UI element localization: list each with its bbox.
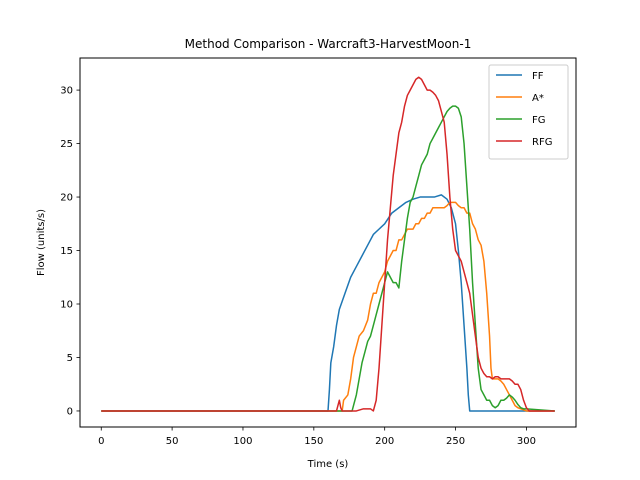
legend-frame bbox=[488, 64, 569, 160]
x-tick-label: 0 bbox=[98, 436, 104, 447]
legend-label: RFG bbox=[532, 137, 552, 148]
x-tick-label: 300 bbox=[517, 436, 536, 447]
x-tick-label: 50 bbox=[166, 436, 179, 447]
series-line-a-1 bbox=[101, 201, 555, 412]
x-axis-label: Time (s) bbox=[307, 459, 349, 470]
legend: FF A* FG RFG bbox=[488, 64, 569, 160]
plot-area bbox=[79, 57, 577, 428]
legend-label: FG bbox=[532, 115, 546, 126]
axes-frame bbox=[79, 57, 577, 428]
x-tick-label: 150 bbox=[304, 436, 323, 447]
y-tick-label: 25 bbox=[60, 139, 73, 150]
series-line-fg-2 bbox=[101, 105, 555, 412]
legend-label: FF bbox=[532, 71, 544, 82]
y-axis-label: Flow (units/s) bbox=[36, 209, 47, 276]
series-layer bbox=[101, 76, 555, 412]
y-tick-label: 5 bbox=[67, 353, 73, 364]
x-tick-label: 250 bbox=[446, 436, 465, 447]
y-axis: 0 5 10 15 20 25 30 bbox=[60, 86, 80, 417]
y-tick-label: 10 bbox=[60, 300, 73, 311]
legend-label: A* bbox=[532, 93, 544, 104]
y-tick-label: 20 bbox=[60, 193, 73, 204]
y-tick-label: 0 bbox=[67, 406, 73, 417]
series-line-rfg-3 bbox=[101, 76, 555, 412]
y-tick-label: 15 bbox=[60, 246, 73, 257]
chart-title: Method Comparison - Warcraft3-HarvestMoo… bbox=[185, 37, 472, 51]
series-line-ff-0 bbox=[101, 194, 555, 412]
x-tick-label: 100 bbox=[233, 436, 252, 447]
x-axis: 0 50 100 150 200 250 300 bbox=[98, 427, 536, 447]
x-tick-label: 200 bbox=[375, 436, 394, 447]
y-tick-label: 30 bbox=[60, 86, 73, 97]
